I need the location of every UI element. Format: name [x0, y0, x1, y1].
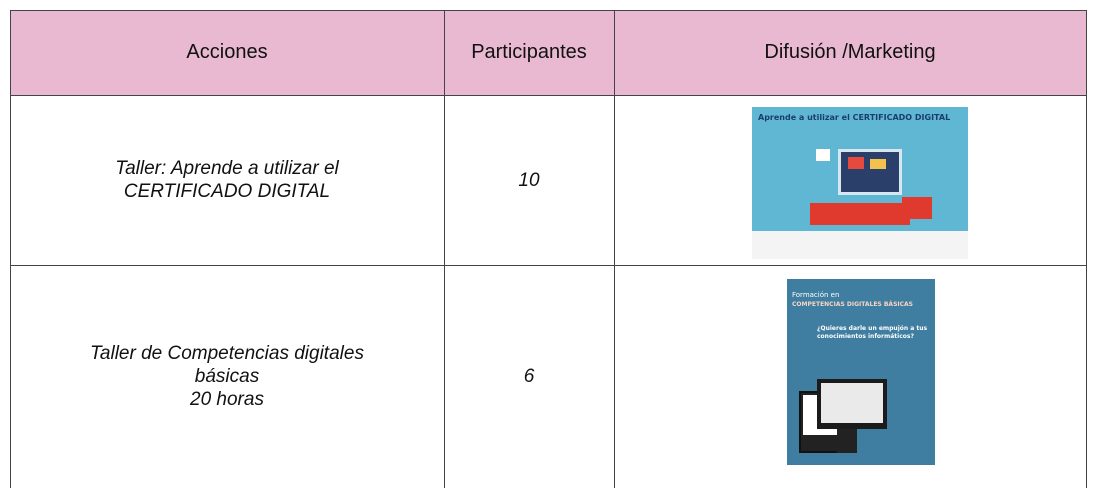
hand: [902, 197, 932, 219]
action-cell: Taller: Aprende a utilizar el CERTIFICAD…: [10, 95, 444, 265]
participants: 6: [523, 366, 535, 387]
border: [10, 95, 1087, 96]
poster: Formación en COMPETENCIAS DIGITALES BÁSI…: [787, 279, 935, 484]
action-line: básicas: [194, 366, 260, 387]
poster: Aprende a utilizar el CERTIFICADO DIGITA…: [752, 107, 968, 259]
footer: [752, 231, 968, 259]
icon: [816, 149, 830, 161]
header-cell: Participantes: [444, 10, 614, 95]
action-line: Taller: Aprende a utilizar el: [115, 158, 339, 179]
action-line: Taller de Competencias digitales: [90, 343, 364, 364]
border: [614, 10, 615, 488]
action-line: CERTIFICADO DIGITAL: [123, 181, 331, 202]
border: [1086, 10, 1087, 488]
action-cell: Taller de Competencias digitales básicas…: [10, 265, 444, 488]
header-cell: Difusión /Marketing: [614, 10, 1086, 95]
poster-title: Aprende a utilizar el CERTIFICADO DIGITA…: [758, 113, 951, 122]
header-text: Difusión /Marketing: [764, 41, 936, 63]
header-cell: Acciones: [10, 10, 444, 95]
border: [10, 10, 1087, 11]
participants-cell: 10: [444, 95, 614, 265]
monitor: [838, 149, 902, 195]
poster-question: ¿Quieres darle un empujón a tus conocimi…: [817, 325, 928, 340]
poster-kicker: Formación en: [792, 291, 840, 299]
icon: [870, 159, 886, 169]
screen: [821, 383, 883, 423]
icon: [848, 157, 864, 169]
participants-cell: 6: [444, 265, 614, 488]
header-text: Acciones: [186, 41, 268, 63]
border: [10, 10, 11, 488]
action-line: 20 horas: [190, 389, 264, 410]
participants: 10: [518, 169, 540, 191]
border: [444, 10, 445, 488]
poster-title: COMPETENCIAS DIGITALES BÁSICAS: [792, 301, 913, 308]
header-text: Participantes: [471, 41, 587, 63]
banner: [810, 203, 910, 225]
border: [10, 265, 1087, 266]
